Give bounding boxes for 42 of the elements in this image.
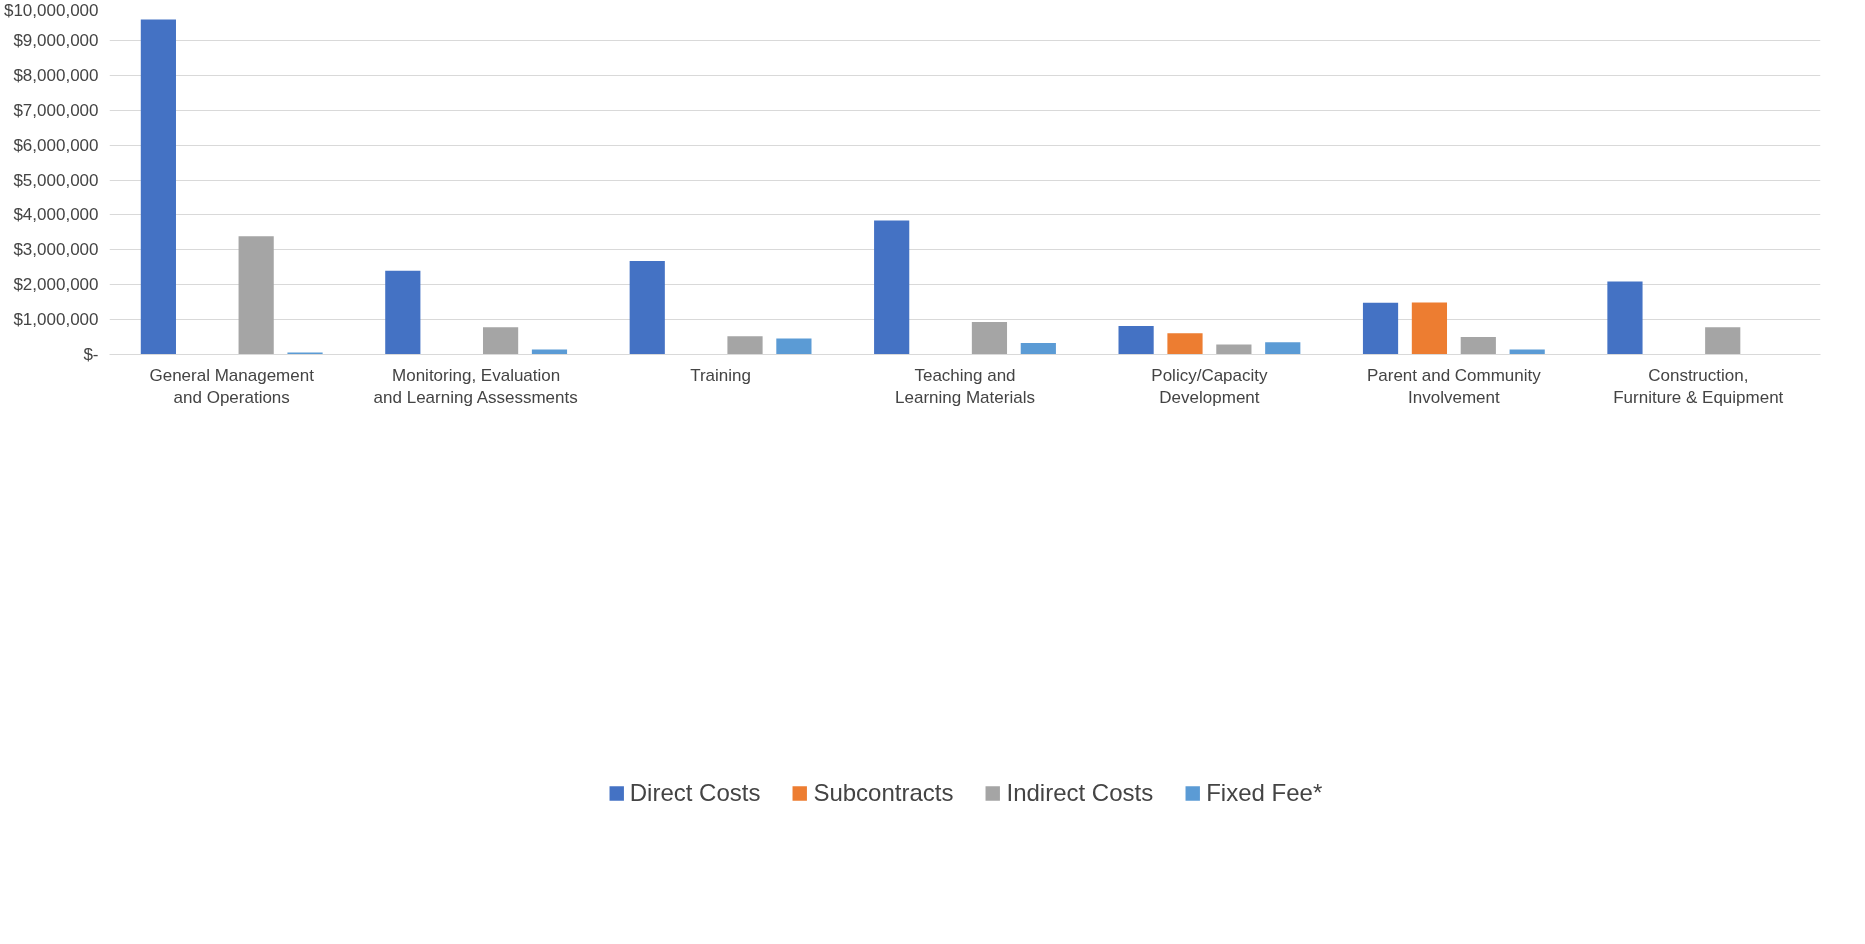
y-tick-label: $3,000,000 [13, 240, 99, 260]
x-tick-label: Construction, Furniture & Equipment [1613, 365, 1784, 408]
y-tick-label: $10,000,000 [3, 0, 99, 20]
y-tick-label: $9,000,000 [13, 30, 99, 50]
legend-label: Indirect Costs [1006, 779, 1154, 807]
bar [1460, 337, 1496, 355]
x-tick-label: General Management and Operations [149, 365, 315, 408]
bar [727, 336, 763, 355]
bar [776, 338, 812, 355]
y-tick-label: $2,000,000 [13, 275, 99, 295]
bar [287, 352, 323, 355]
bar [140, 19, 176, 355]
y-tick-label: $7,000,000 [13, 100, 99, 120]
bar [1020, 342, 1056, 355]
y-tick-label: $5,000,000 [13, 170, 99, 190]
bar [1362, 302, 1399, 355]
legend-label: Fixed Fee* [1206, 779, 1323, 807]
y-tick-label: $8,000,000 [13, 65, 99, 85]
y-tick-label: $1,000,000 [13, 310, 99, 330]
x-tick-label: Monitoring, Evaluation and Learning Assessments [373, 365, 578, 408]
bar [874, 220, 910, 355]
x-tick-label: Parent and Community Involvement [1366, 365, 1542, 408]
bar [482, 327, 519, 355]
bar [971, 322, 1008, 355]
y-tick-label: $- [83, 345, 99, 364]
legend-label: Direct Costs [629, 779, 761, 807]
x-tick-label: Teaching and Learning Materials [895, 365, 1035, 408]
bar [1607, 281, 1643, 355]
bar [1411, 302, 1448, 355]
bar [385, 270, 421, 355]
bar [238, 236, 274, 355]
y-tick-label: $6,000,000 [13, 135, 99, 155]
x-tick-label: Policy/Capacity Development [1151, 365, 1269, 408]
bar [1167, 333, 1203, 355]
bar [1216, 344, 1252, 355]
bar [629, 260, 665, 355]
x-tick-label: Training [690, 365, 751, 385]
y-tick-label: $4,000,000 [13, 205, 99, 225]
bar [1118, 325, 1154, 355]
bar [1265, 342, 1301, 355]
legend-label: Subcontracts [813, 779, 954, 807]
bar [1705, 327, 1741, 355]
